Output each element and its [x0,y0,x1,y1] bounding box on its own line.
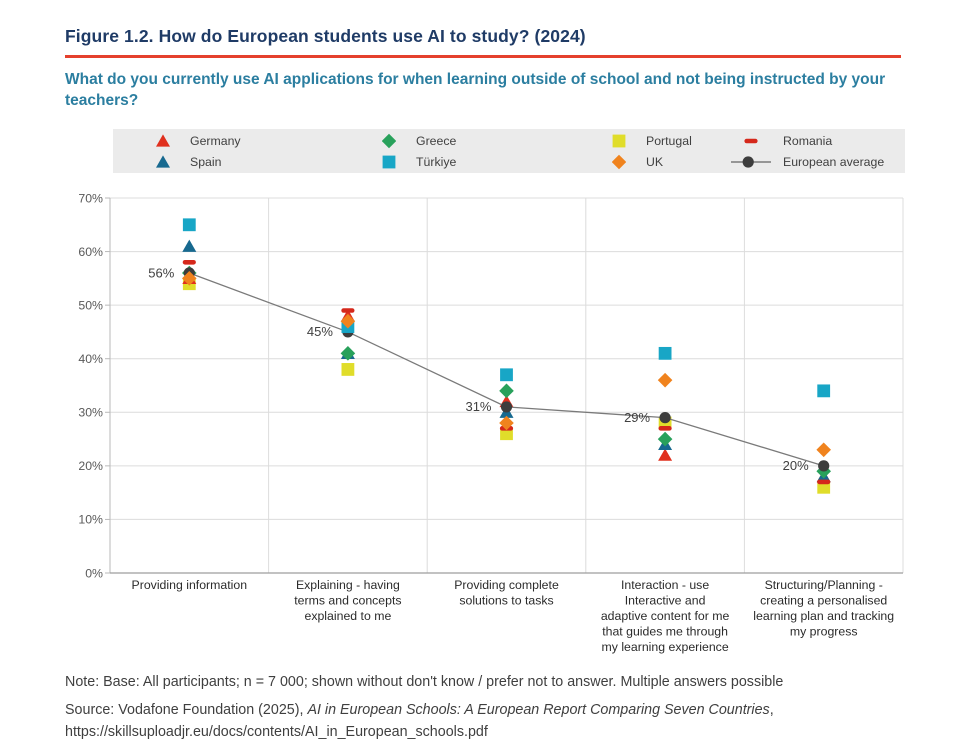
x-category-label-2: Providing complete solutions to tasks [454,578,559,608]
title-underline [65,55,901,58]
y-tick-label-50: 50% [78,298,103,312]
marker-uk-4 [816,442,831,458]
legend-greece-glyph [382,133,396,148]
note-text: Note: Base: All participants; n = 7 000;… [65,674,784,690]
x-category-label-3: Interaction - use Interactive and adaptive… [601,578,730,654]
chart-legend: Germany Greece Portugal Romania Spain Türkiye… [113,129,905,173]
marker-romania-0 [182,259,196,265]
x-category-label-0: Providing information [132,578,248,592]
marker-germany-3 [658,448,673,461]
y-tick-label-60: 60% [78,245,103,259]
source-prefix: Source: Vodafone Foundation (2025), [65,702,308,719]
legend-uk-glyph [612,154,626,169]
legend-romania-glyph [744,138,758,143]
y-tick-label-0: 0% [85,566,103,580]
uk-marker-icon [612,154,626,169]
marker-romania-1 [341,308,355,313]
source-title-italic: AI in European Schools: A European Repor… [307,702,770,719]
marker-portugal-1 [341,363,355,376]
marker-uk-2 [499,415,514,431]
marker-turkiye-0 [182,218,196,232]
legend-item-european-average: European average [731,154,905,170]
y-tick-label-70: 70% [78,191,103,205]
legend-item-spain: Spain [113,154,339,170]
y-tick-label-20: 20% [78,459,103,473]
x-category-label-1: Explaining - having terms and concepts exp… [294,578,401,623]
marker-greece-3 [657,431,673,447]
gridlines [105,197,904,574]
marker-spain-0 [182,239,197,252]
chart-canvas: 0% 10% 20% 30% 40% 50% 60% 70% Providing informa… [78,191,904,654]
legend-label-uk: UK [646,154,664,169]
turkiye-marker-icon [382,155,396,168]
spain-marker-icon [156,154,170,168]
legend-portugal-glyph [612,134,626,147]
y-tick-label-30: 30% [78,406,103,420]
legend-avg-point [742,155,754,168]
germany-marker-icon [156,133,170,147]
greece-marker-icon [382,133,396,148]
legend-item-romania: Romania [731,133,905,149]
portugal-marker-icon [612,134,626,147]
x-category-label-4: Structuring/Planning -creating a persona… [753,578,894,639]
legend-item-turkiye: Türkiye [339,154,569,170]
avg-point-label-0: 56% [148,265,174,280]
legend-label-romania: Romania [783,133,833,148]
legend-label-spain: Spain [190,154,222,169]
marker-uk-1 [340,313,356,329]
marker-turkiye-2 [500,368,513,382]
legend-germany-glyph [156,133,170,147]
legend-item-portugal: Portugal [569,133,731,149]
marker-turkiye-4 [817,384,831,398]
source-text: Source: Vodafone Foundation (2025), AI i… [65,700,917,743]
legend-item-uk: UK [569,154,731,170]
legend-item-greece: Greece [339,133,569,149]
figure-subtitle: What do you currently use AI application… [65,71,886,109]
legend-label-greece: Greece [416,133,457,148]
marker-romania-4 [817,479,831,485]
marker-european-average-4 [818,460,830,472]
y-tick-label-10: 10% [78,513,103,527]
marker-uk-3 [657,372,673,388]
legend-turkiye-glyph [382,155,396,168]
marker-romania-3 [658,426,672,431]
marker-european-average-2 [500,401,513,413]
legend-label-european-average: European average [783,154,885,169]
legend-label-germany: Germany [190,133,241,148]
avg-point-label-1: 45% [307,324,333,339]
legend-label-turkiye: Türkiye [416,154,457,169]
legend-label-portugal: Portugal [646,133,692,148]
avg-point-label-3: 29% [624,410,650,425]
source-suffix: , https://skillsuploadjr.eu/docs/content… [65,702,774,740]
romania-marker-icon [744,138,758,143]
y-tick-label-40: 40% [78,352,103,366]
marker-turkiye-3 [658,346,672,360]
figure-title: Figure 1.2. How do European students use… [65,26,586,46]
legend-item-germany: Germany [113,133,339,149]
legend-spain-glyph [156,154,170,168]
marker-european-average-3 [659,412,671,424]
marker-greece-2 [499,383,514,399]
marker-greece-1 [340,346,356,361]
european-average-marker-icon [731,155,771,168]
avg-point-label-4: 20% [783,458,809,473]
avg-point-label-2: 31% [465,399,491,414]
figure-notes: Note: Base: All participants; n = 7 000;… [65,672,917,750]
